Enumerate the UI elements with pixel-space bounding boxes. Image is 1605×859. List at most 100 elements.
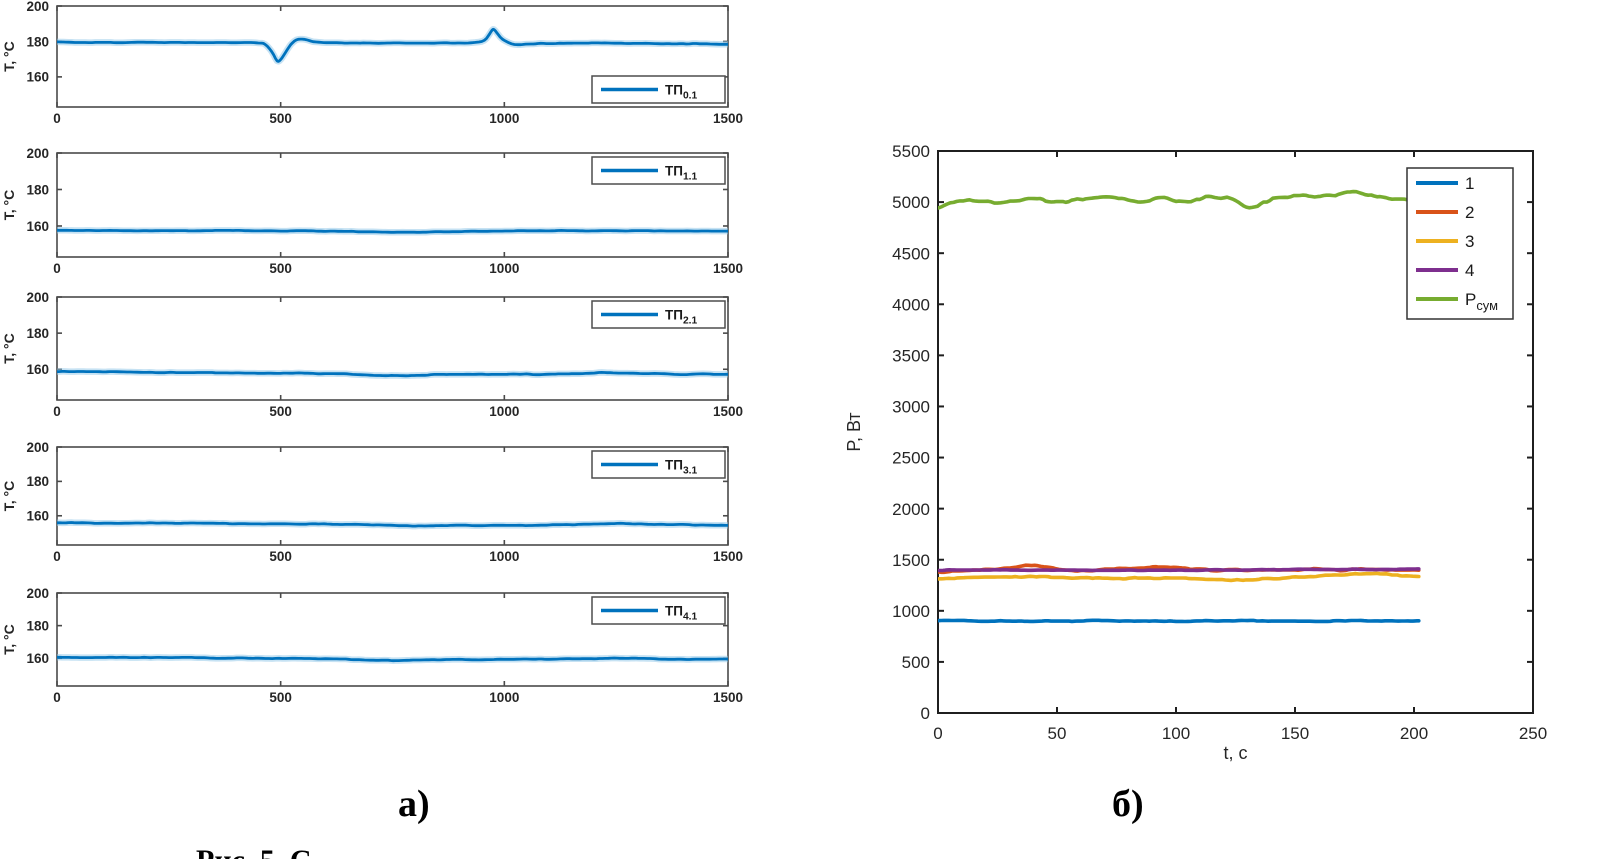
svg-text:1000: 1000: [489, 261, 519, 276]
svg-text:1000: 1000: [489, 111, 519, 126]
axes-box: [56, 592, 729, 687]
svg-text:180: 180: [26, 474, 49, 489]
series-line-3: [938, 571, 1421, 583]
figure-caption-fragment: Рис. 5. С: [196, 844, 312, 859]
y-axis-label: T, °C: [1, 41, 17, 72]
axes-box: [56, 296, 729, 401]
series-line-TP0.1: [57, 27, 728, 63]
svg-text:200: 200: [26, 290, 49, 305]
svg-text:160: 160: [26, 651, 49, 666]
svg-text:160: 160: [26, 70, 49, 85]
svg-text:500: 500: [269, 549, 292, 564]
legend-entry-label: 1: [1465, 174, 1474, 193]
subplot-a4: 0 500 1000 1500 160 180 200 T, °C ТП3.1: [1, 440, 743, 564]
tick-labels: 0 500 1000 1500 160 180 200: [26, 146, 743, 276]
svg-text:1500: 1500: [713, 261, 743, 276]
svg-text:500: 500: [269, 111, 292, 126]
series-line-4: [938, 567, 1421, 573]
axes-box: [937, 150, 1534, 714]
y-axis-label: T, °C: [1, 624, 17, 655]
svg-text:0: 0: [53, 549, 61, 564]
svg-text:160: 160: [26, 362, 49, 377]
svg-text:200: 200: [26, 586, 49, 601]
legend-a1: ТП0.1: [591, 75, 726, 104]
legend-entry-label: 4: [1465, 261, 1474, 280]
y-axis-label: P, Вт: [844, 412, 864, 451]
y-axis-label: T, °C: [1, 481, 17, 512]
svg-text:150: 150: [1281, 724, 1309, 743]
svg-text:5000: 5000: [892, 193, 930, 212]
svg-text:250: 250: [1519, 724, 1547, 743]
ticks: [937, 150, 1534, 714]
svg-text:4000: 4000: [892, 295, 930, 314]
y-axis-label: T, °C: [1, 190, 17, 221]
series-line-TP2.1: [57, 370, 728, 378]
series-group: [938, 189, 1421, 624]
subplot-b: 0 50 100 150 200 2500500100015002000250030003…: [844, 142, 1547, 763]
svg-text:500: 500: [902, 653, 930, 672]
subplot-a5: 0 500 1000 1500 160 180 200 T, °C ТП4.1: [1, 586, 743, 705]
series-halo-TP0.1: [57, 26, 728, 65]
svg-text:1500: 1500: [713, 111, 743, 126]
tick-labels: 0 50 100 150 200 2500500100015002000250030003…: [892, 142, 1547, 743]
series-line-TP4.1: [57, 655, 728, 663]
svg-text:0: 0: [53, 690, 61, 705]
svg-text:180: 180: [26, 618, 49, 633]
legend-a4: ТП3.1: [591, 450, 726, 479]
svg-text:2500: 2500: [892, 449, 930, 468]
svg-text:180: 180: [26, 326, 49, 341]
panel-label-a: а): [398, 783, 430, 825]
svg-text:2000: 2000: [892, 500, 930, 519]
svg-text:1000: 1000: [489, 404, 519, 419]
subplot-a1: 0 500 1000 1500 160 180 200 T, °C ТП0.1: [1, 0, 743, 126]
subplot-a2: 0 500 1000 1500 160 180 200 T, °C ТП1.1: [1, 146, 743, 276]
svg-text:500: 500: [269, 261, 292, 276]
series-group: [57, 26, 728, 65]
svg-text:1000: 1000: [489, 549, 519, 564]
ticks: [56, 446, 729, 545]
axes-box: [56, 446, 729, 546]
svg-text:200: 200: [1400, 724, 1428, 743]
tick-labels: 0 500 1000 1500 160 180 200: [26, 586, 743, 705]
ticks: [56, 152, 729, 257]
svg-text:1500: 1500: [713, 690, 743, 705]
series-group: [57, 519, 728, 530]
svg-text:500: 500: [269, 690, 292, 705]
svg-text:160: 160: [26, 219, 49, 234]
svg-text:100: 100: [1162, 724, 1190, 743]
svg-text:200: 200: [26, 146, 49, 161]
svg-text:0: 0: [53, 404, 61, 419]
svg-text:50: 50: [1048, 724, 1067, 743]
svg-text:5500: 5500: [892, 142, 930, 161]
series-group: [57, 654, 728, 664]
legend-a2: ТП1.1: [591, 156, 726, 185]
svg-text:1500: 1500: [892, 551, 930, 570]
svg-text:180: 180: [26, 182, 49, 197]
series-line-TP1.1: [57, 228, 728, 234]
legend-box: [1406, 167, 1514, 320]
svg-text:0: 0: [921, 704, 930, 723]
panel-label-b: б): [1112, 783, 1144, 825]
y-axis-label: T, °C: [1, 333, 17, 364]
series-line-TP3.1: [57, 521, 728, 528]
tick-labels: 0 500 1000 1500 160 180 200: [26, 290, 743, 419]
svg-text:1500: 1500: [713, 404, 743, 419]
svg-text:200: 200: [26, 440, 49, 455]
svg-text:1500: 1500: [713, 549, 743, 564]
axes-box: [56, 5, 729, 108]
series-group: [57, 227, 728, 236]
svg-text:1000: 1000: [892, 602, 930, 621]
svg-text:4500: 4500: [892, 244, 930, 263]
svg-text:500: 500: [269, 404, 292, 419]
legend-entry-label: 2: [1465, 203, 1474, 222]
svg-text:0: 0: [53, 111, 61, 126]
series-line-1: [938, 618, 1421, 624]
svg-text:0: 0: [53, 261, 61, 276]
x-axis-label: t, c: [1223, 743, 1247, 763]
legend-box: [591, 156, 726, 185]
svg-text:3000: 3000: [892, 398, 930, 417]
svg-text:180: 180: [26, 34, 49, 49]
